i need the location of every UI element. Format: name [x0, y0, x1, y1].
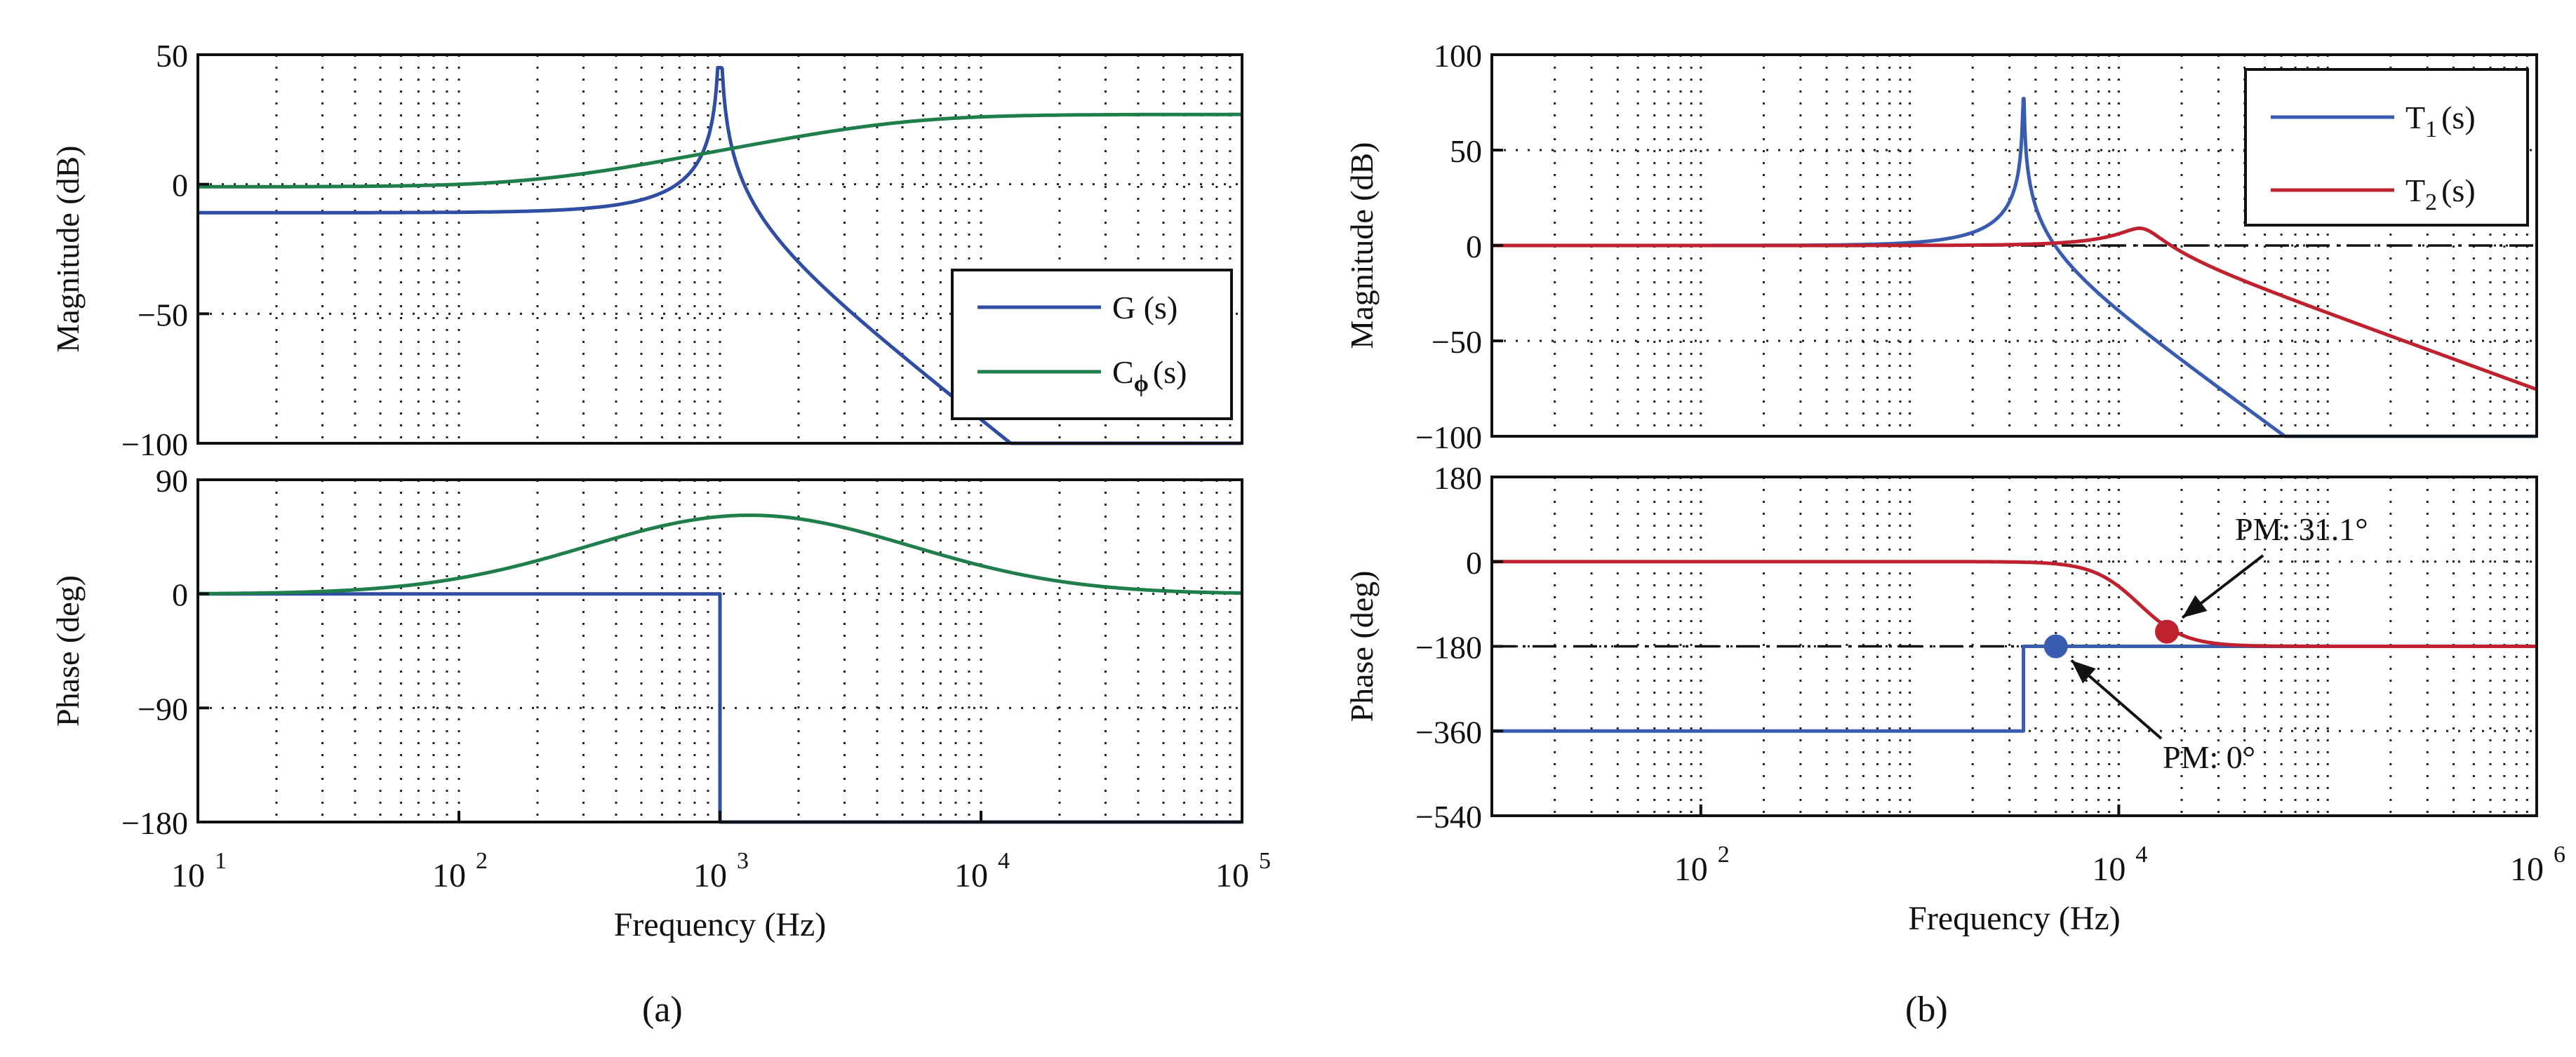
y-tick-label: −50 — [1432, 324, 1482, 360]
legend-label-1: Cϕ (s) — [1112, 354, 1187, 397]
y-tick-label: −180 — [121, 805, 188, 841]
legend: G (s) Cϕ (s) — [951, 269, 1233, 420]
caption-b: (b) — [1905, 990, 1948, 1030]
y-tick-label: −100 — [1415, 419, 1482, 455]
y-tick-label: 0 — [1466, 545, 1482, 581]
x-tick-label: 10 — [2092, 851, 2125, 888]
legend-label-1: T2 (s) — [2405, 173, 2476, 215]
x-tick-exponent: 6 — [2554, 842, 2565, 868]
y-tick-label: 50 — [1450, 133, 1482, 169]
x-tick-exponent: 1 — [215, 848, 227, 874]
legend-label-0: T1 (s) — [2405, 100, 2476, 142]
y-axis-label: Magnitude (dB) — [1344, 142, 1380, 349]
y-tick-label: −360 — [1415, 714, 1482, 750]
x-axis-label: Frequency (Hz) — [614, 906, 827, 943]
series-line-a-mag-1 — [196, 112, 1243, 189]
legend: T1 (s) T2 (s) — [2244, 68, 2529, 227]
x-tick-exponent: 5 — [1259, 848, 1271, 874]
caption-a: (a) — [642, 990, 683, 1030]
annotation-marker-0 — [2155, 619, 2180, 644]
x-tick-label: 10 — [954, 857, 988, 894]
x-tick-label: 10 — [432, 857, 466, 894]
y-tick-label: −100 — [121, 426, 188, 462]
annotation-label-1: PM: 0° — [2163, 739, 2255, 775]
y-axis-label: Phase (deg) — [50, 575, 86, 727]
legend-label-0: G (s) — [1112, 290, 1177, 325]
annotation-arrowhead-0 — [2182, 595, 2208, 618]
y-tick-label: −90 — [138, 691, 188, 727]
x-tick-exponent: 2 — [476, 848, 488, 874]
y-tick-label: −50 — [138, 297, 188, 332]
y-tick-label: 50 — [156, 38, 188, 74]
y-tick-label: 180 — [1434, 460, 1482, 496]
x-tick-exponent: 2 — [1718, 842, 1730, 868]
series-line-a-phase-1 — [196, 513, 1243, 595]
x-tick-exponent: 3 — [737, 848, 749, 874]
series-line-b-phase-0 — [1490, 645, 2538, 733]
x-tick-label: 10 — [693, 857, 727, 894]
x-tick-label: 10 — [2510, 851, 2544, 888]
legend-box — [2244, 68, 2529, 227]
x-tick-exponent: 4 — [998, 848, 1010, 874]
x-tick-label: 10 — [171, 857, 205, 894]
y-tick-label: 100 — [1434, 38, 1482, 74]
y-tick-label: 90 — [156, 463, 188, 499]
y-tick-label: −180 — [1415, 630, 1482, 666]
panel-b-magnitude-plot: 100 50 0 −50 −100 Magnitude (dB) T1 (s) T2 (s) — [1344, 38, 2538, 455]
annotation-arrowhead-1 — [2071, 660, 2096, 684]
panel-a-magnitude-plot: 50 0 −50 −100 Magnitude (dB) G (s) Cϕ (s) — [50, 38, 1243, 462]
y-tick-label: −540 — [1415, 799, 1482, 835]
y-tick-label: 0 — [172, 168, 188, 203]
y-tick-label: 0 — [1466, 229, 1482, 264]
x-tick-exponent: 4 — [2135, 842, 2147, 868]
x-tick-label: 10 — [1674, 851, 1708, 888]
y-axis-label: Magnitude (dB) — [50, 145, 86, 352]
x-tick-label: 10 — [1215, 857, 1249, 894]
x-axis-label: Frequency (Hz) — [1908, 900, 2121, 937]
panel-b-phase-plot: 180 0 −180 −360 −540 Phase (deg) 10 2 10 4 10 6 Freq… — [1344, 460, 2565, 937]
series-line-b-mag-1 — [1490, 227, 2538, 391]
annotation-marker-1 — [2043, 634, 2068, 659]
series-line-b-phase-1 — [1490, 560, 2538, 648]
panel-a-phase-plot: 90 0 −90 −180 Phase (deg) 10 1 10 2 10 3 10 4 10 5 Freq… — [50, 463, 1271, 943]
annotation-label-0: PM: 31.1° — [2235, 511, 2368, 547]
y-axis-label: Phase (deg) — [1344, 571, 1380, 722]
legend-box — [951, 269, 1233, 420]
y-tick-label: 0 — [172, 577, 188, 613]
plot-frame — [196, 53, 1243, 445]
